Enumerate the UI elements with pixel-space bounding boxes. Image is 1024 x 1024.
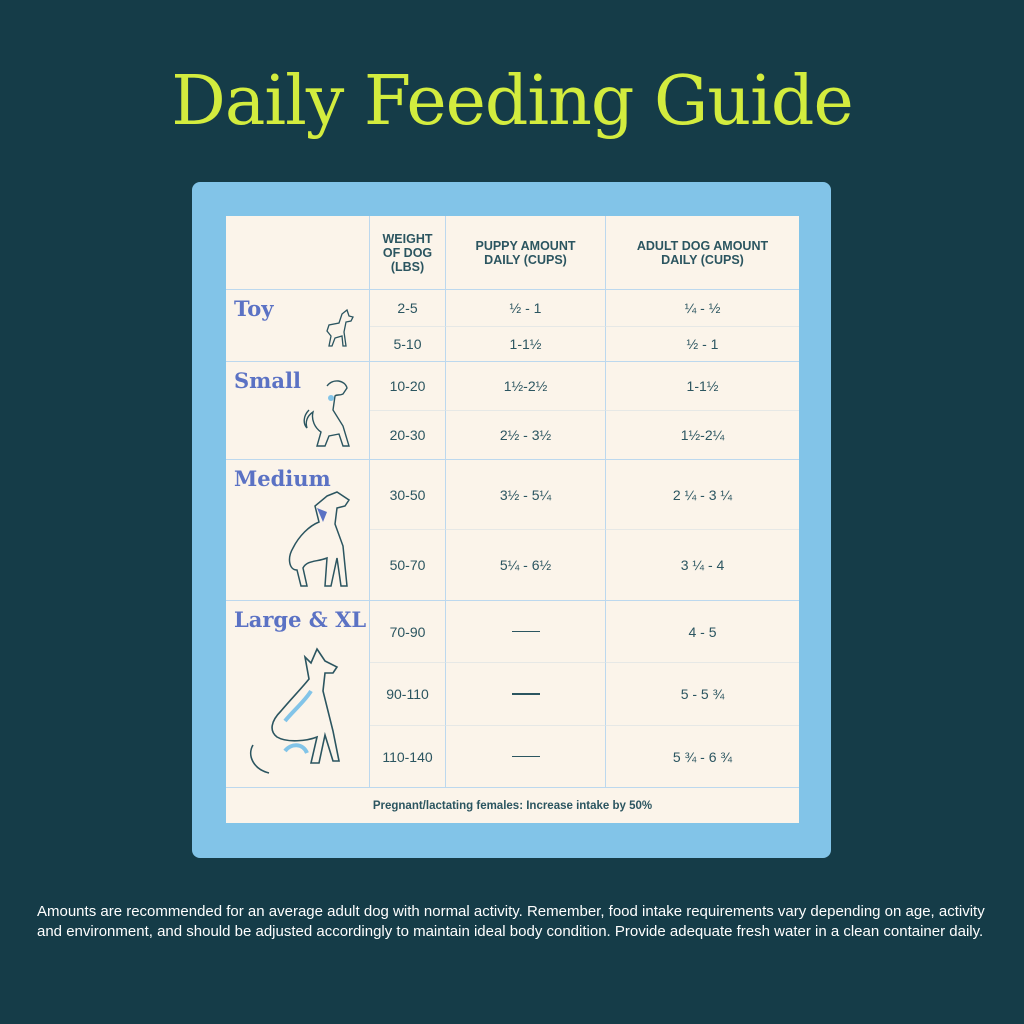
weight-cell: 70-90 [370,601,446,663]
adult-amount-cell: 3 ¼ - 4 [606,530,799,601]
header-adult: ADULT DOG AMOUNT DAILY (CUPS) [606,216,799,290]
header-empty [226,216,370,290]
weight-cell: 2-5 [370,290,446,327]
puppy-amount-cell [446,663,606,726]
adult-amount-cell: 5 - 5 ¾ [606,663,799,726]
puppy-amount-cell: ½ - 1 [446,290,606,327]
page-title: Daily Feeding Guide [171,62,853,141]
feeding-table: WEIGHT OF DOG (LBS) PUPPY AMOUNT DAILY (… [226,216,799,823]
puppy-amount-cell: 1-1½ [446,327,606,362]
weight-cell: 10-20 [370,362,446,411]
weight-cell: 50-70 [370,530,446,601]
group-3: Large & XL [226,601,370,788]
large-dog-icon [249,647,340,774]
group-label: Medium [234,466,331,491]
footer-note: Pregnant/lactating females: Increase int… [372,799,653,812]
puppy-amount-cell [446,726,606,788]
group-label: Small [234,368,301,393]
weight-cell: 90-110 [370,663,446,726]
weight-cell: 110-140 [370,726,446,788]
puppy-amount-cell: 2½ - 3½ [446,411,606,460]
adult-amount-cell: ½ - 1 [606,327,799,362]
group-1: Small [226,362,370,460]
weight-cell: 5-10 [370,327,446,362]
toy-dog-icon [326,308,354,347]
disclaimer-note: Amounts are recommended for an average a… [37,903,985,940]
adult-amount-cell: 5 ¾ - 6 ¾ [606,726,799,788]
puppy-amount-cell [446,601,606,663]
adult-amount-cell: ¼ - ½ [606,290,799,327]
medium-dog-icon [288,491,351,587]
none-dash [511,755,540,758]
adult-amount-cell: 2 ¼ - 3 ¼ [606,460,799,530]
group-0: Toy [226,290,370,362]
weight-cell: 30-50 [370,460,446,530]
weight-cell: 20-30 [370,411,446,460]
puppy-amount-cell: 3½ - 5¼ [446,460,606,530]
header-puppy: PUPPY AMOUNT DAILY (CUPS) [446,216,606,290]
group-2: Medium [226,460,370,601]
none-dash [511,630,540,633]
adult-amount-cell: 1-1½ [606,362,799,411]
group-label: Toy [234,296,274,321]
small-dog-icon [303,380,350,447]
puppy-amount-cell: 5¼ - 6½ [446,530,606,601]
header-weight: WEIGHT OF DOG (LBS) [370,216,446,290]
adult-amount-cell: 4 - 5 [606,601,799,663]
none-dash [511,693,540,695]
group-label: Large & XL [234,607,367,632]
puppy-amount-cell: 1½-2½ [446,362,606,411]
adult-amount-cell: 1½-2¼ [606,411,799,460]
